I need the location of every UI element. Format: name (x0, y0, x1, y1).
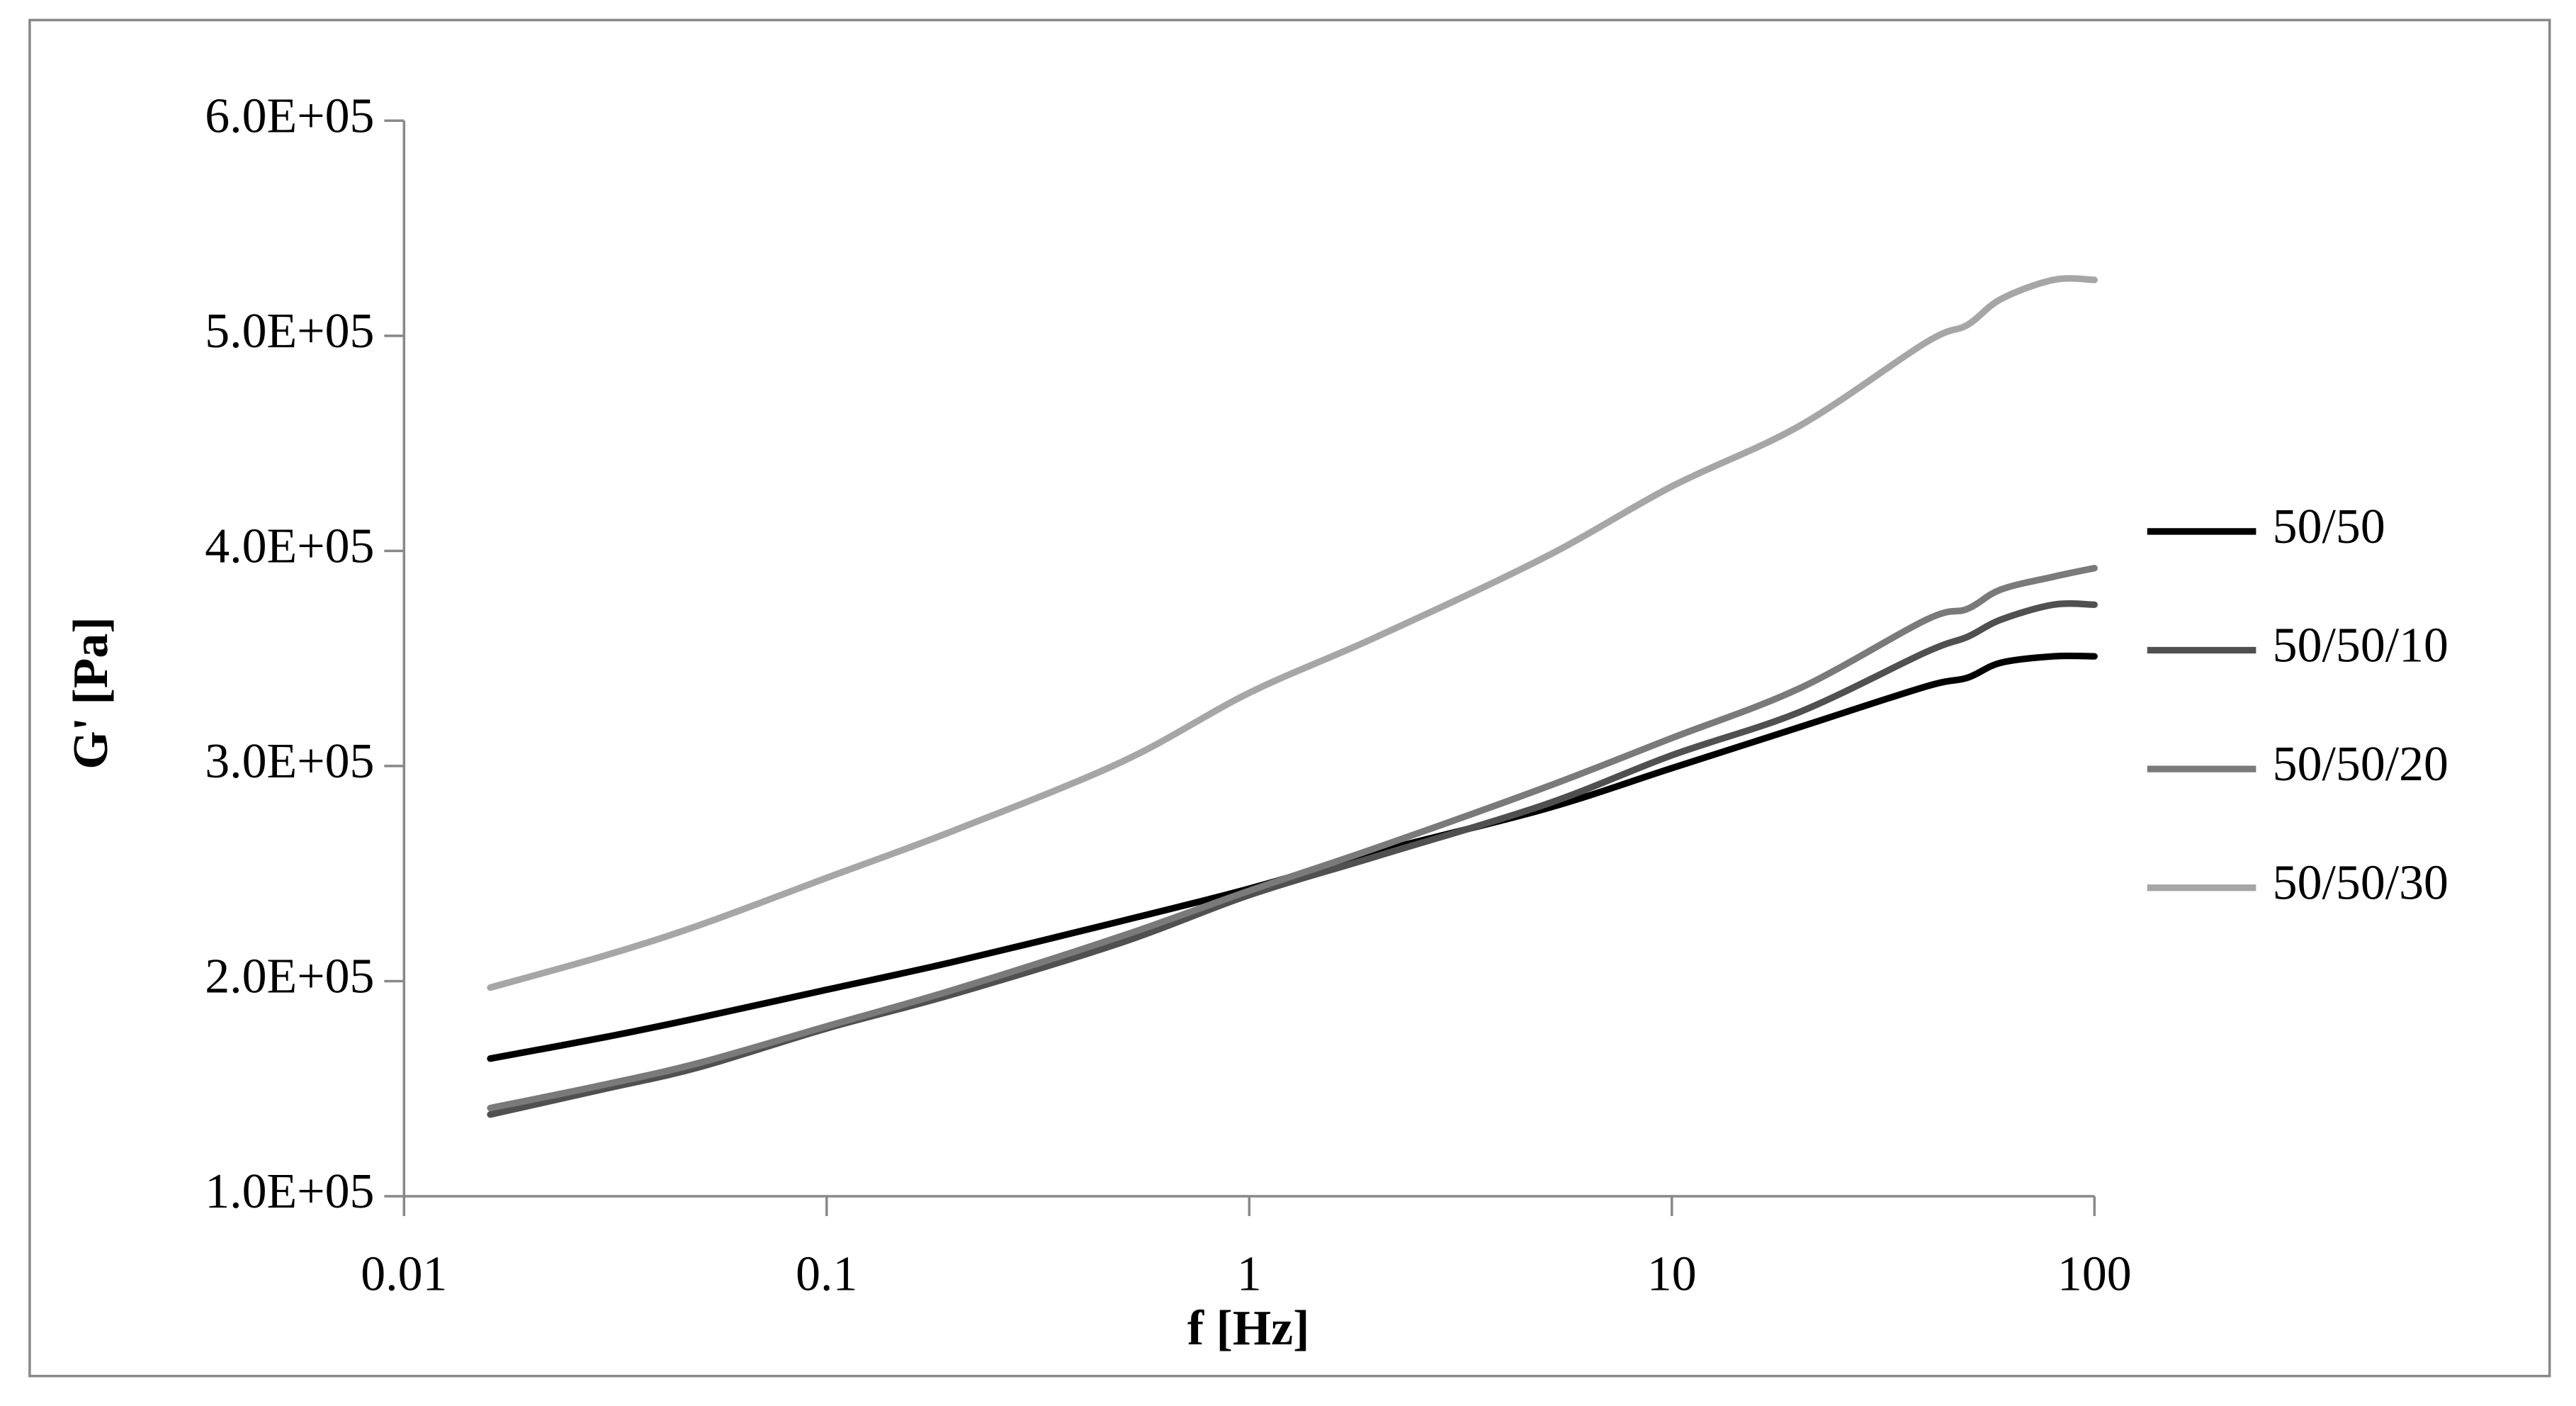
series-line (487, 565, 2098, 1112)
series-line (487, 275, 2098, 991)
legend-label: 50/50 (2273, 500, 2385, 554)
x-axis-title: f [Hz] (1187, 1301, 1310, 1356)
series-line (487, 652, 2098, 1062)
y-tick-label: 2.0E+05 (205, 949, 374, 1003)
x-tick-label: 0.1 (796, 1247, 857, 1301)
y-tick-label: 5.0E+05 (205, 304, 374, 359)
x-tick-label: 0.01 (361, 1247, 447, 1301)
chart-border (28, 18, 2551, 1378)
x-tick-label: 10 (1647, 1247, 1697, 1301)
legend-label: 50/50/10 (2273, 619, 2448, 673)
x-tick-label: 100 (2057, 1247, 2132, 1301)
legend-label: 50/50/30 (2273, 856, 2448, 911)
y-tick-label: 1.0E+05 (205, 1164, 374, 1219)
y-axis-title: G' [Pa] (64, 617, 118, 769)
y-tick-label: 6.0E+05 (205, 89, 374, 143)
y-tick-label: 3.0E+05 (205, 734, 374, 789)
y-tick-label: 4.0E+05 (205, 519, 374, 573)
legend-label: 50/50/20 (2273, 737, 2448, 792)
x-tick-label: 1 (1237, 1247, 1262, 1301)
